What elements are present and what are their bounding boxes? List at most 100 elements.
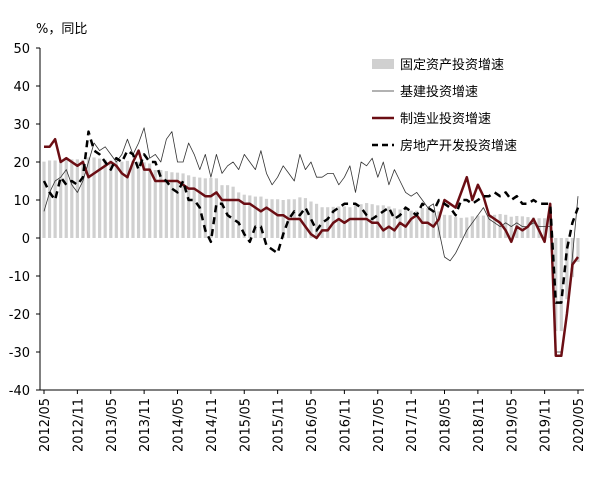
bar bbox=[353, 204, 358, 238]
bar bbox=[298, 197, 302, 238]
bar bbox=[448, 215, 452, 238]
bar bbox=[370, 204, 374, 238]
bar bbox=[47, 160, 52, 238]
bar bbox=[187, 175, 191, 238]
bar bbox=[159, 169, 163, 238]
bar bbox=[148, 163, 152, 238]
bar bbox=[303, 198, 308, 238]
bar bbox=[248, 195, 252, 238]
bar bbox=[59, 161, 63, 238]
bar bbox=[220, 185, 224, 238]
legend-swatch bbox=[372, 59, 394, 69]
bar bbox=[487, 214, 491, 238]
x-tick-label: 2018/11 bbox=[472, 398, 487, 452]
bar bbox=[270, 199, 274, 238]
bar bbox=[203, 178, 207, 238]
bar bbox=[381, 205, 385, 238]
bar bbox=[253, 196, 257, 238]
line bbox=[43, 127, 579, 353]
x-tick-label: 2012/05 bbox=[38, 398, 53, 452]
x-tick-label: 2017/11 bbox=[405, 398, 420, 452]
bar bbox=[504, 214, 508, 238]
x-tick-label: 2017/05 bbox=[372, 398, 387, 452]
y-tick-label: 20 bbox=[13, 156, 30, 171]
y-tick-label: 30 bbox=[13, 118, 30, 133]
bar bbox=[70, 159, 74, 238]
bar bbox=[470, 216, 474, 238]
x-tick-label: 2016/05 bbox=[305, 398, 320, 452]
y-tick-label: -20 bbox=[9, 308, 30, 323]
bar bbox=[276, 199, 280, 238]
bar bbox=[181, 173, 185, 238]
bar bbox=[509, 216, 513, 238]
bar bbox=[442, 214, 447, 238]
bar bbox=[86, 157, 91, 238]
bar bbox=[175, 172, 180, 238]
x-tick-label: 2014/11 bbox=[205, 398, 220, 452]
bar bbox=[125, 160, 130, 238]
x-tick-label: 2013/11 bbox=[138, 398, 153, 452]
bar bbox=[64, 160, 68, 238]
x-tick-label: 2018/05 bbox=[439, 398, 454, 452]
bar bbox=[225, 185, 230, 238]
bar bbox=[281, 200, 285, 238]
bar bbox=[459, 217, 463, 238]
y-axis-title: %，同比 bbox=[36, 22, 87, 37]
bar bbox=[237, 192, 241, 238]
bar bbox=[98, 158, 102, 238]
bar bbox=[543, 218, 547, 238]
bar bbox=[348, 207, 352, 238]
x-tick-label: 2012/11 bbox=[71, 398, 86, 452]
legend-label: 固定资产投资增速 bbox=[400, 57, 504, 73]
bar bbox=[142, 162, 146, 238]
bar bbox=[314, 203, 319, 238]
x-tick-label: 2015/05 bbox=[238, 398, 253, 452]
bar bbox=[359, 204, 363, 238]
bar bbox=[120, 161, 124, 238]
bar bbox=[520, 216, 524, 238]
bar bbox=[415, 210, 419, 238]
x-tick-label: 2019/05 bbox=[505, 398, 520, 452]
line bbox=[42, 130, 580, 304]
bar bbox=[242, 194, 246, 238]
bar bbox=[476, 215, 480, 238]
bar bbox=[409, 210, 413, 238]
y-tick-label: -10 bbox=[9, 270, 30, 285]
x-tick-label: 2015/11 bbox=[272, 398, 287, 452]
bar bbox=[320, 207, 324, 238]
x-tick-label: 2013/05 bbox=[105, 398, 120, 452]
bar bbox=[531, 217, 536, 238]
bar bbox=[492, 214, 497, 238]
bar bbox=[565, 238, 569, 300]
bar bbox=[387, 206, 391, 238]
bar bbox=[81, 159, 85, 238]
bar bbox=[264, 198, 269, 238]
y-tick-label: 40 bbox=[13, 80, 30, 95]
bar bbox=[454, 217, 458, 238]
x-tick-label: 2020/05 bbox=[572, 398, 587, 452]
bar bbox=[326, 207, 330, 238]
bar bbox=[136, 161, 141, 238]
bar bbox=[42, 161, 46, 238]
bar bbox=[153, 169, 157, 238]
line bbox=[44, 137, 580, 358]
bar bbox=[131, 161, 135, 238]
bar bbox=[392, 208, 397, 238]
bar bbox=[465, 217, 469, 238]
y-tick-label: 0 bbox=[22, 232, 30, 247]
bar bbox=[431, 209, 435, 238]
bar bbox=[92, 157, 96, 238]
y-tick-label: -30 bbox=[9, 346, 30, 361]
x-tick-label: 2014/05 bbox=[172, 398, 187, 452]
bar bbox=[192, 176, 196, 238]
bar bbox=[337, 206, 341, 238]
legend-label: 房地产开发投资增速 bbox=[400, 138, 517, 154]
legend-label: 制造业投资增速 bbox=[400, 111, 491, 127]
bar bbox=[437, 211, 441, 238]
bar bbox=[259, 196, 263, 238]
y-tick-label: -40 bbox=[9, 384, 30, 399]
bar bbox=[170, 172, 174, 238]
bar bbox=[114, 161, 118, 238]
